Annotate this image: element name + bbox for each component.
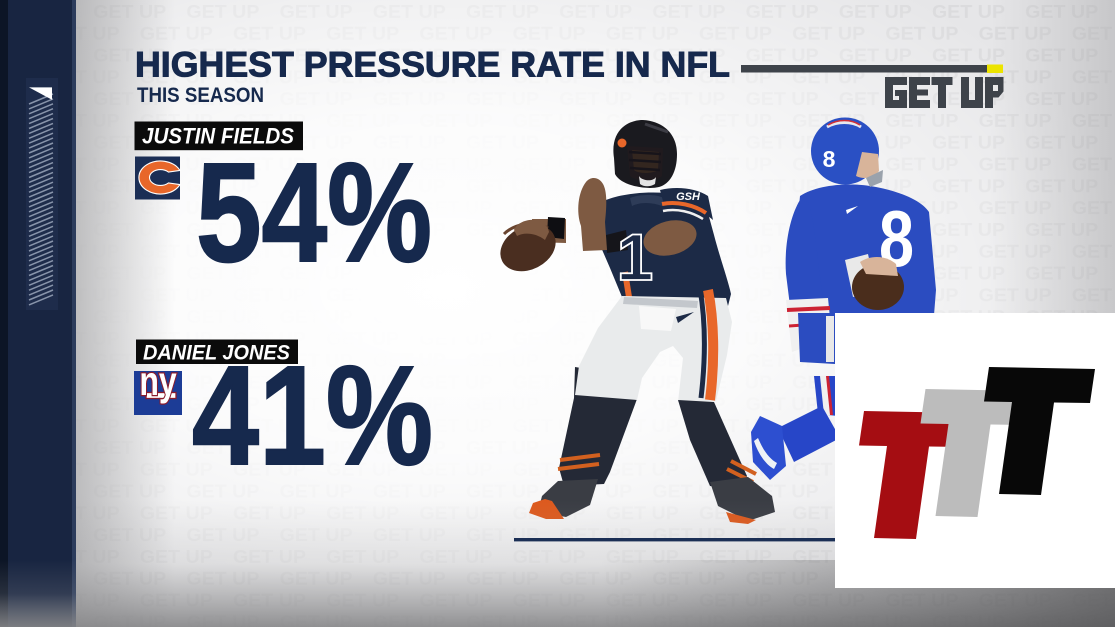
svg-text:THIS SEASON: THIS SEASON <box>137 84 264 107</box>
svg-text:ny: ny <box>139 358 177 404</box>
svg-text:DANIEL JONES: DANIEL JONES <box>143 342 290 365</box>
svg-text:41%: 41% <box>192 336 433 494</box>
svg-text:GSH: GSH <box>676 191 701 203</box>
svg-text:54%: 54% <box>196 133 432 291</box>
svg-text:JUSTIN FIELDS: JUSTIN FIELDS <box>142 124 294 149</box>
svg-text:8: 8 <box>823 146 836 172</box>
svg-text:HIGHEST PRESSURE RATE IN NFL: HIGHEST PRESSURE RATE IN NFL <box>135 46 730 85</box>
svg-text:1: 1 <box>617 220 654 294</box>
